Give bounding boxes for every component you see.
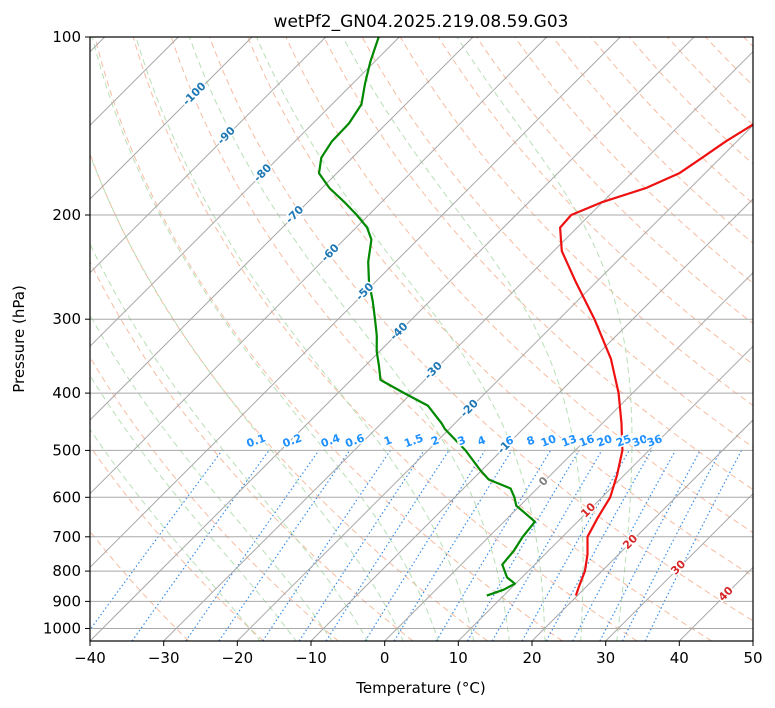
y-tick-label: 200 (52, 206, 81, 224)
y-tick-label: 700 (52, 528, 81, 546)
x-tick-label: 20 (522, 649, 541, 667)
x-tick-label: −20 (221, 649, 253, 667)
x-tick-label: 10 (449, 649, 468, 667)
y-tick-label: 500 (52, 441, 81, 459)
x-tick-label: 30 (596, 649, 615, 667)
y-axis-label: Pressure (hPa) (10, 285, 28, 393)
y-tick-label: 900 (52, 592, 81, 610)
x-tick-label: −30 (148, 649, 180, 667)
y-tick-label: 600 (52, 488, 81, 506)
y-tick-label: 100 (52, 28, 81, 46)
x-tick-label: −40 (74, 649, 106, 667)
x-axis-label: Temperature (°C) (355, 679, 485, 697)
y-tick-label: 1000 (43, 620, 81, 638)
x-tick-label: −10 (295, 649, 327, 667)
x-tick-label: 40 (670, 649, 689, 667)
y-tick-label: 800 (52, 562, 81, 580)
y-tick-label: 400 (52, 384, 81, 402)
x-tick-label: 0 (380, 649, 390, 667)
y-tick-label: 300 (52, 310, 81, 328)
chart-title: wetPf2_GN04.2025.219.08.59.G03 (274, 12, 569, 32)
x-tick-label: 50 (743, 649, 762, 667)
